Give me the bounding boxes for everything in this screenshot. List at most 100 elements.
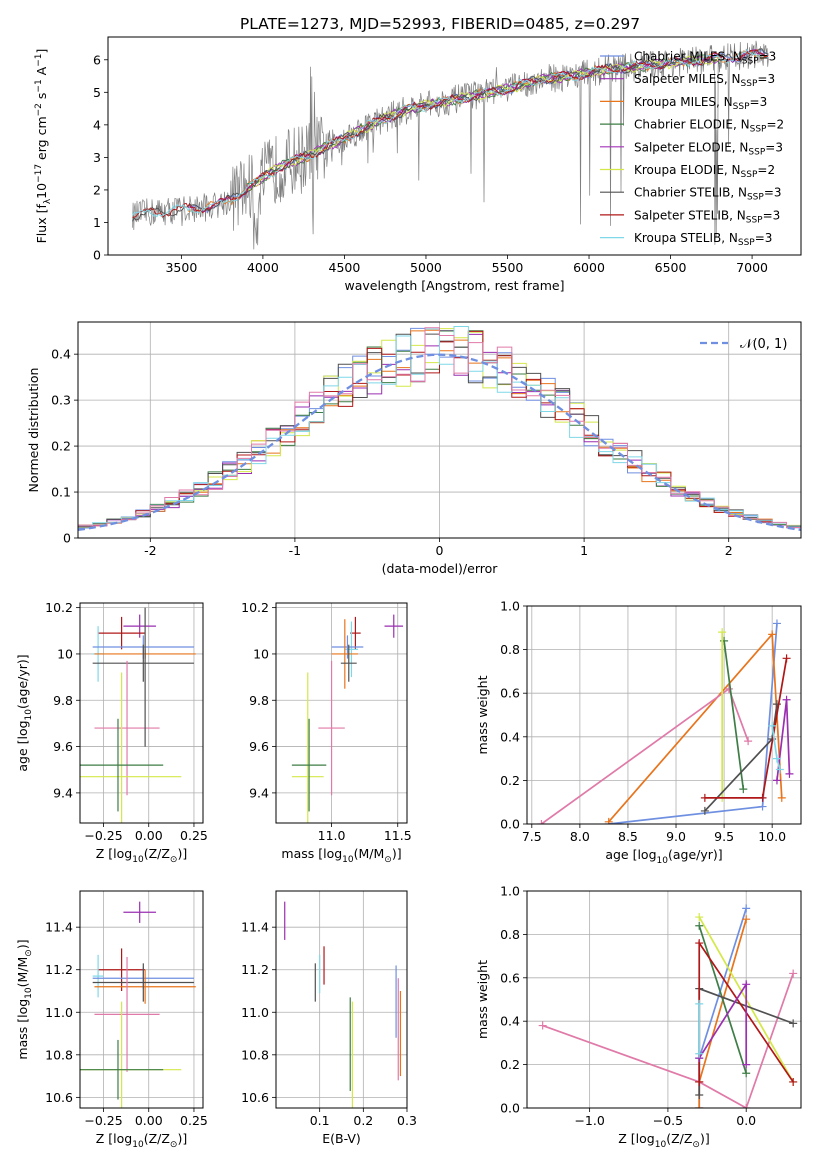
y-tick-label: 9.6 xyxy=(249,739,269,754)
age_vs_mass-xlabel-part: (M/M xyxy=(354,846,385,861)
weight-marker xyxy=(742,1060,751,1069)
y-tick-label: 0.1 xyxy=(51,485,71,500)
y-tick-label: 4 xyxy=(93,117,101,132)
legend-label: Kroupa MILES, NSSP=3 xyxy=(634,95,767,112)
weight-marker xyxy=(695,1077,704,1086)
y-tick-label: 0.8 xyxy=(500,927,520,942)
mass_vs_Z-frame xyxy=(79,890,204,1109)
residuals-plot xyxy=(78,326,801,532)
spectrum-xlabel-part: wavelength [Angstrom, rest frame] xyxy=(344,278,564,293)
weight-marker xyxy=(742,1104,751,1108)
weight-marker xyxy=(538,1021,547,1030)
legend-label-sub: SSP xyxy=(741,79,758,89)
mass_vs_Z-plot xyxy=(80,901,196,1108)
weight_vs_Z-xlabel-part: Z [log xyxy=(618,1131,654,1146)
weight-marker xyxy=(772,619,781,628)
mass_vs_ebv-axes xyxy=(276,891,408,1108)
legend-label: Kroupa STELIB, NSSP=3 xyxy=(634,231,772,248)
y-tick-label: 0 xyxy=(93,248,101,263)
mass_vs_Z-ylabel-part: mass [log xyxy=(15,999,30,1060)
age_vs_Z-ylabel-part: age [log xyxy=(15,720,30,771)
y-tick-label: 0.0 xyxy=(500,1101,520,1116)
age_vs_mass-plot xyxy=(291,614,404,823)
legend-label-sub: SSP xyxy=(746,215,763,225)
x-tick-label: −0.25 xyxy=(84,828,122,843)
legend-label-sub: SSP xyxy=(750,125,767,135)
model-spectrum xyxy=(246,55,720,192)
x-tick-label: 8.5 xyxy=(618,829,638,844)
y-tick-label: 0.4 xyxy=(500,1014,520,1029)
spectrum-ylabel: Flux [fλ10−17 erg cm−2 s−1 A−1] xyxy=(34,49,53,244)
y-tick-label: 11.4 xyxy=(45,920,73,935)
age_vs_mass-axes xyxy=(276,603,407,823)
histogram-series xyxy=(78,327,801,528)
y-tick-label: 10 xyxy=(57,646,73,661)
legend-label-sub: SSP xyxy=(741,170,758,180)
y-tick-label: 1.0 xyxy=(500,884,520,899)
gaussian-curve xyxy=(78,353,801,532)
x-tick-label: -2 xyxy=(144,543,156,558)
age_vs_Z-plot xyxy=(80,607,196,823)
x-tick-label: 0 xyxy=(436,543,444,558)
legend-label-sub: SSP xyxy=(748,147,765,157)
weight-marker xyxy=(758,802,767,811)
legend-label-sub: SSP xyxy=(747,193,764,203)
weight_vs_Z-ylabel-part: mass weight xyxy=(475,960,490,1039)
weight-marker xyxy=(695,939,704,948)
y-tick-label: 10.6 xyxy=(45,1090,73,1105)
x-tick-label: 5500 xyxy=(492,260,524,275)
mass_vs_ebv-xlabel: E(B-V) xyxy=(322,1131,361,1146)
weight_vs_age-plot xyxy=(537,619,794,824)
spectrum-ylabel-part: −2 xyxy=(34,103,44,116)
mass_vs_Z-ylabel-part: 10 xyxy=(24,987,34,999)
weight-line xyxy=(608,632,783,823)
spectrum-ylabel-part: −1 xyxy=(34,79,44,92)
mass_vs_Z-ylabel-part: (M/M xyxy=(15,957,30,988)
y-tick-label: 0.6 xyxy=(500,686,520,701)
legend-label: Chabrier MILES, NSSP=3 xyxy=(634,50,776,67)
spectrum-ylabel-part: ] xyxy=(34,49,49,54)
x-tick-label: 8.0 xyxy=(570,829,590,844)
y-tick-label: 9.4 xyxy=(53,785,73,800)
y-tick-label: 0.2 xyxy=(500,1057,520,1072)
y-tick-label: 0.6 xyxy=(500,970,520,985)
y-tick-label: 9.8 xyxy=(249,693,269,708)
mass_vs_ebv-plot xyxy=(284,901,402,1108)
spectrum-ylabel-part: 10 xyxy=(34,183,49,199)
age_vs_mass-xlabel-part: ⊙ xyxy=(384,855,392,865)
legend-label-main: Chabrier MILES, N xyxy=(634,50,742,64)
model-spectrum xyxy=(246,54,720,185)
weight-marker xyxy=(604,817,613,824)
age_vs_Z-xlabel-part: 10 xyxy=(132,855,144,865)
spectrum-ylabel-part: erg cm xyxy=(34,116,49,164)
model-spectrum xyxy=(132,48,769,218)
legend-label-sub: SSP xyxy=(742,57,759,67)
model-spectrum xyxy=(132,48,769,219)
weight-marker xyxy=(785,769,794,778)
x-tick-label: 0.00 xyxy=(135,828,163,843)
x-tick-label: 9.0 xyxy=(666,829,686,844)
legend-label: 𝒩(0, 1) xyxy=(740,337,787,352)
x-tick-label: 0.0 xyxy=(736,1113,756,1128)
mass_vs_Z-xlabel-part: (Z/Z xyxy=(144,1131,170,1146)
age_vs_Z-xlabel-part: (Z/Z xyxy=(144,846,170,861)
weight-marker xyxy=(724,684,733,693)
legend-label: Salpeter STELIB, NSSP=3 xyxy=(634,208,780,225)
legend-label: Chabrier STELIB, NSSP=3 xyxy=(634,186,782,203)
weight_vs_Z-xlabel-part: )] xyxy=(700,1131,710,1146)
spectrum-plot xyxy=(132,40,769,250)
age_vs_Z-xlabel-part: Z [log xyxy=(96,846,132,861)
weight-marker xyxy=(742,904,751,913)
weight_vs_age-axes xyxy=(527,605,801,825)
mass_vs_Z-xlabel: Z [log10(Z/Z⊙)] xyxy=(96,1131,187,1150)
age_vs_mass-xlabel-part: mass [log xyxy=(281,846,342,861)
x-tick-label: 6000 xyxy=(573,260,605,275)
residuals-xlabel-part: (data-model)/error xyxy=(382,561,499,576)
mass_vs_Z-ylabel: mass [log10(M/M⊙)] xyxy=(15,939,34,1059)
weight_vs_Z-xlabel-part: (Z/Z xyxy=(666,1131,692,1146)
legend-label-tail: =3 xyxy=(755,231,773,245)
mass_vs_Z-ylabel-part: )] xyxy=(15,939,30,949)
weight-marker xyxy=(742,1069,751,1078)
weight-marker xyxy=(695,1049,704,1058)
x-tick-label: 0.25 xyxy=(180,1113,208,1128)
